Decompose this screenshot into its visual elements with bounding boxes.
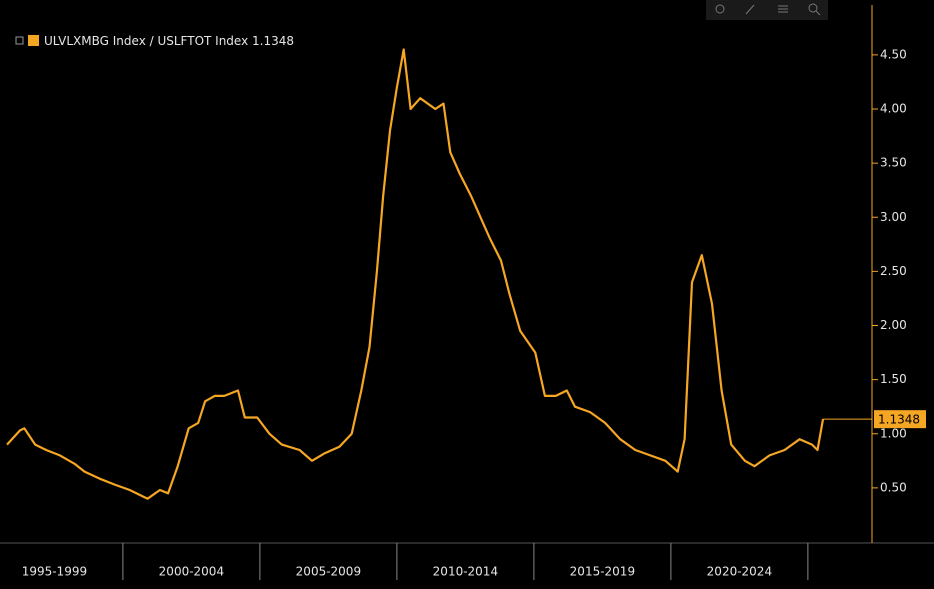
last-value-box (874, 410, 926, 429)
x-tick-label: 2010-2014 (433, 565, 498, 579)
y-tick-label: 4.50 (880, 47, 907, 61)
line-series (6, 48, 825, 500)
x-tick-label: 2015-2019 (570, 565, 635, 579)
y-tick-label: 4.00 (880, 102, 907, 116)
x-tick-label: 1995-1999 (22, 565, 87, 579)
toolbar[interactable] (706, 0, 828, 20)
y-tick-label: 2.50 (880, 264, 907, 278)
y-tick-label: 3.00 (880, 210, 907, 224)
x-tick-label: 2000-2004 (159, 565, 224, 579)
y-tick-label: 1.00 (880, 426, 907, 440)
legend-swatch (28, 35, 39, 46)
y-tick-label: 3.50 (880, 156, 907, 170)
legend (12, 31, 312, 51)
legend-toggle[interactable] (15, 36, 24, 45)
legend-name: ULVLXMBG Index / USLFTOT Index (44, 34, 248, 48)
legend-label: ULVLXMBG Index / USLFTOT Index 1.1348 (44, 34, 294, 48)
last-value-label: 1.1348 (878, 413, 920, 427)
x-tick-label: 2020-2024 (707, 565, 772, 579)
x-tick-label: 2005-2009 (296, 565, 361, 579)
y-tick-label: 0.50 (880, 480, 907, 494)
legend-value: 1.1348 (252, 34, 294, 48)
y-tick-label: 1.50 (880, 372, 907, 386)
y-tick-label: 2.00 (880, 318, 907, 332)
toolbar-icons (715, 3, 821, 16)
